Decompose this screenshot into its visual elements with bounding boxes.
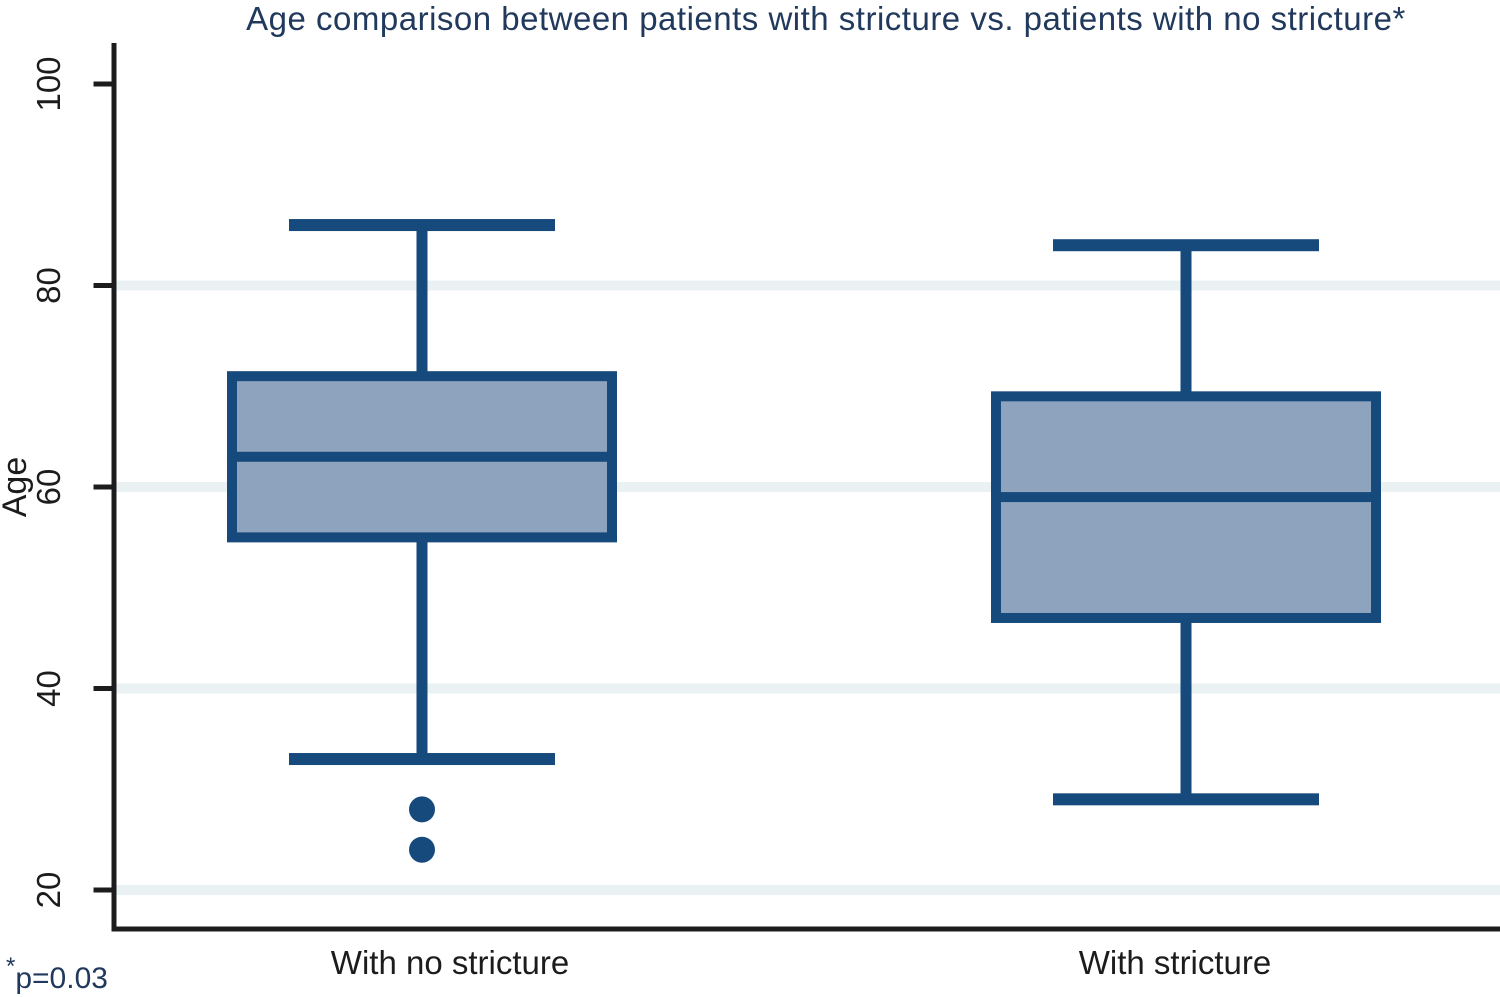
footnote: *p=0.03 — [6, 953, 108, 995]
gridline-60 — [114, 482, 1500, 492]
x-axis-line — [111, 926, 1500, 932]
x-category-label-no-stricture: With no stricture — [331, 944, 569, 981]
median-line — [227, 451, 617, 462]
chart-title: Age comparison between patients with str… — [246, 0, 1406, 37]
lower-whisker-cap — [1053, 793, 1319, 806]
gridline-80 — [114, 280, 1500, 291]
outlier-point-1 — [409, 836, 435, 863]
x-category-label-stricture: With stricture — [1079, 944, 1272, 981]
upper-whisker-cap — [289, 219, 555, 232]
y-axis-line — [111, 43, 117, 932]
y-tick-label-40: 40 — [30, 670, 67, 707]
outlier-point-0 — [409, 796, 435, 823]
box-layer: With no stricture With stricture — [227, 219, 1381, 981]
gridline-layer — [114, 280, 1500, 895]
y-tick-80 — [93, 283, 113, 288]
y-tick-60 — [93, 484, 113, 490]
axis-layer: 20 40 60 80 100 — [30, 43, 1500, 932]
y-tick-20 — [93, 887, 113, 893]
upper-whisker-stem — [1180, 245, 1192, 397]
median-line — [991, 492, 1381, 503]
gridline-40 — [114, 683, 1500, 694]
box-group-no-stricture: With no stricture — [227, 219, 617, 981]
y-tick-label-80: 80 — [30, 267, 67, 304]
box-group-stricture: With stricture — [991, 239, 1381, 981]
lower-whisker-cap — [289, 753, 555, 766]
upper-whisker-stem — [416, 225, 428, 377]
footnote-p-value: p=0.03 — [15, 962, 108, 995]
y-tick-label-60: 60 — [30, 469, 67, 506]
iqr-box — [991, 391, 1381, 623]
gridline-20 — [114, 885, 1500, 895]
y-axis-label: Age — [0, 457, 34, 518]
upper-whisker-cap — [1053, 239, 1319, 252]
y-tick-100 — [93, 81, 113, 87]
footnote-star: * — [6, 953, 15, 980]
y-tick-label-100: 100 — [30, 56, 67, 111]
y-tick-40 — [93, 686, 113, 691]
lower-whisker-stem — [416, 537, 428, 760]
lower-whisker-stem — [1180, 617, 1192, 800]
y-tick-label-20: 20 — [30, 872, 67, 909]
